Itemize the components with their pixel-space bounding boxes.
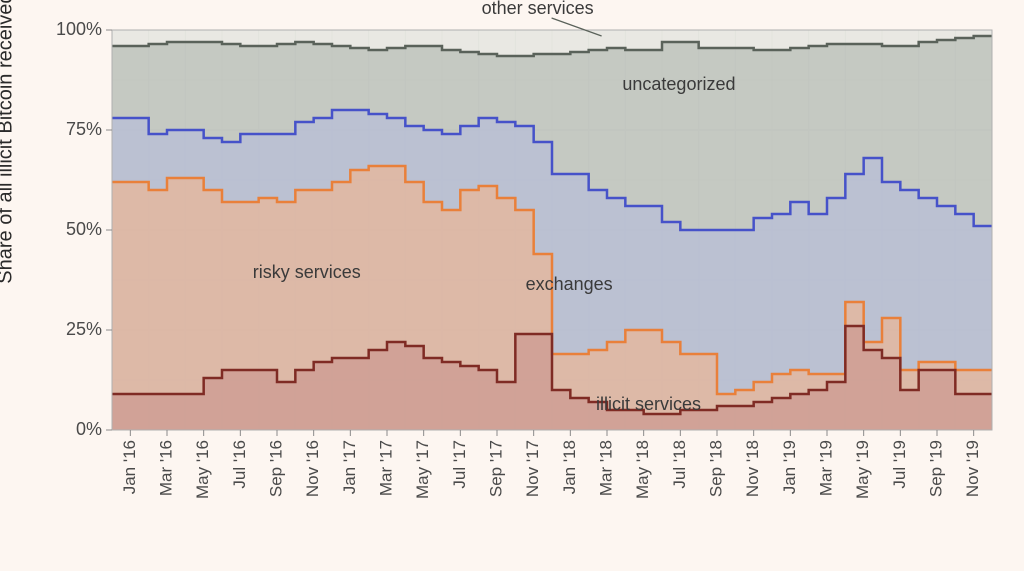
xtick-label: Sep '19	[926, 440, 945, 497]
ytick-label: 25%	[66, 319, 102, 339]
ytick-label: 75%	[66, 119, 102, 139]
ytick-label: 0%	[76, 419, 102, 439]
label-uncategorized: uncategorized	[622, 74, 735, 94]
xtick-label: Nov '16	[303, 440, 322, 497]
xtick-label: Sep '17	[486, 440, 505, 497]
xtick-label: Jan '17	[340, 440, 359, 494]
xtick-label: Mar '16	[156, 440, 175, 496]
label-illicit: illicit services	[596, 394, 701, 414]
xtick-label: Jul '19	[890, 440, 909, 489]
xtick-label: Mar '17	[376, 440, 395, 496]
label-exchanges: exchanges	[526, 274, 613, 294]
ytick-label: 50%	[66, 219, 102, 239]
xtick-label: Nov '18	[743, 440, 762, 497]
xtick-label: Jan '19	[780, 440, 799, 494]
xtick-label: Nov '19	[963, 440, 982, 497]
chart-svg: 0% 25% 50% 75% 100% Jan '16 Mar '16 May '16 Jul …	[0, 0, 1024, 571]
xtick-label: Jan '16	[120, 440, 139, 494]
xtick-label: Jul '16	[230, 440, 249, 489]
label-risky: risky services	[253, 262, 361, 282]
xtick-label: May '18	[633, 440, 652, 499]
xtick-label: Jan '18	[560, 440, 579, 494]
xtick-label: May '19	[853, 440, 872, 499]
xtick-label: Jul '17	[450, 440, 469, 489]
xtick-label: Sep '16	[266, 440, 285, 497]
xtick-label: Nov '17	[523, 440, 542, 497]
xtick-label: Jul '18	[670, 440, 689, 489]
xtick-label: Mar '18	[596, 440, 615, 496]
xtick-label: May '16	[193, 440, 212, 499]
ytick-label: 100%	[56, 19, 102, 39]
chart-container: Share of all illicit Bitcoin received 0%…	[0, 0, 1024, 571]
xtick-label: May '17	[413, 440, 432, 499]
y-axis-title: Share of all illicit Bitcoin received	[0, 0, 18, 283]
xtick-label: Mar '19	[816, 440, 835, 496]
xtick-label: Sep '18	[706, 440, 725, 497]
label-other: other services	[482, 0, 594, 18]
